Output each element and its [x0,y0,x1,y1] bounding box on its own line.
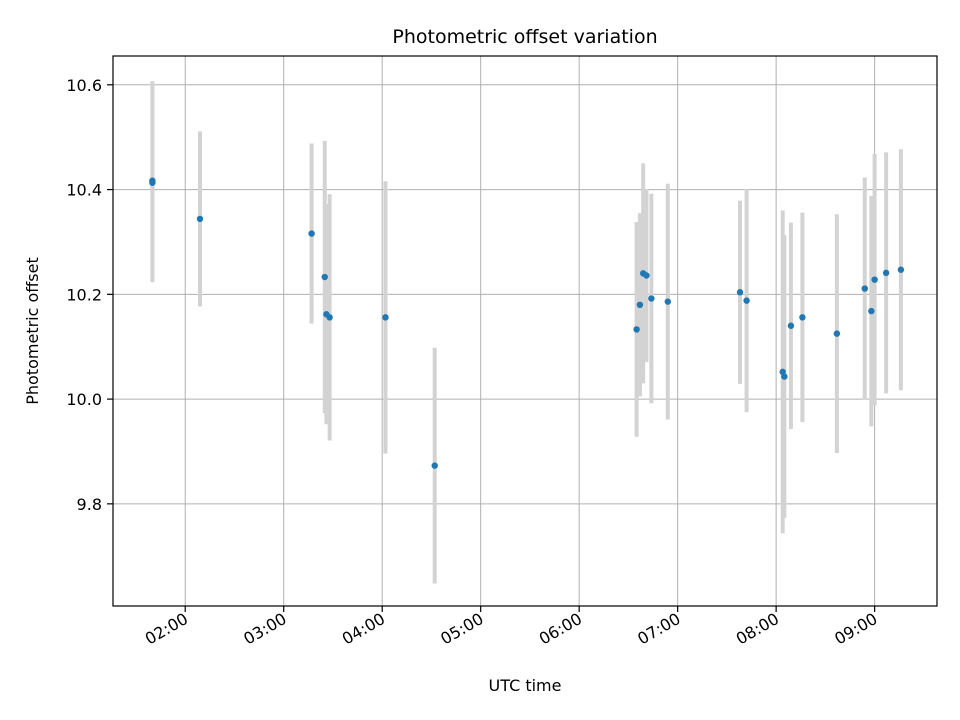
plot-area [113,56,937,606]
data-point [897,266,905,273]
data-point [664,298,672,305]
data-point [196,215,204,223]
data-point [799,314,806,321]
data-point [736,289,744,296]
data-point [833,330,841,337]
data-point [743,297,750,304]
data-point [431,462,438,469]
data-point [648,295,655,302]
y-axis-label: Photometric offset [23,257,42,405]
y-tick-label: 10.0 [66,390,102,409]
y-axis-ticks: 9.8 10.0 10.2 10.4 10.6 [66,76,113,514]
data-point [643,272,650,279]
y-tick-label: 10.2 [66,285,102,304]
x-axis-label: UTC time [489,676,562,695]
data-point [382,314,389,321]
data-point [321,273,328,281]
y-tick-label: 10.6 [66,76,102,95]
data-points [149,177,905,469]
y-tick-label: 10.4 [66,181,102,200]
data-point [633,326,640,333]
data-point [326,314,333,321]
data-point [149,179,156,186]
data-point [636,301,644,309]
data-point [868,307,875,315]
data-point [781,373,788,380]
data-point [871,276,878,283]
data-point [882,269,890,277]
data-point [308,230,315,237]
chart-title: Photometric offset variation [392,26,657,48]
grid [113,56,937,606]
data-point [787,322,795,329]
data-point [861,285,868,292]
y-tick-label: 9.8 [77,495,102,514]
plot-frame [112,55,938,607]
